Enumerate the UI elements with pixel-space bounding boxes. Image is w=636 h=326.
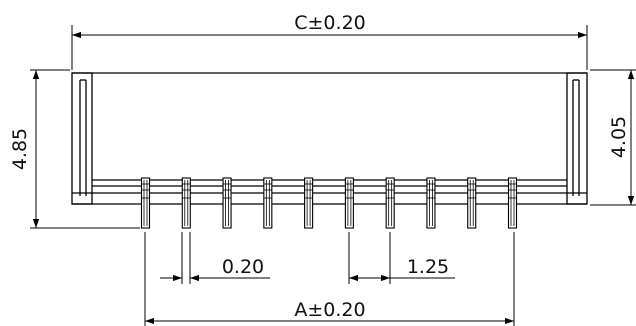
pin xyxy=(140,177,151,229)
body-height-label: 4.05 xyxy=(608,116,630,158)
pin xyxy=(304,177,314,229)
right-wall xyxy=(566,72,588,205)
connector-body xyxy=(71,72,588,205)
pin-row xyxy=(140,177,518,229)
pin xyxy=(467,177,477,229)
pin xyxy=(263,177,273,229)
pin xyxy=(344,177,354,229)
pin xyxy=(426,177,436,229)
overall-height-label: 4.85 xyxy=(9,128,31,170)
pin xyxy=(385,177,395,229)
extension-lines xyxy=(30,25,636,326)
pin xyxy=(181,177,191,229)
pin xyxy=(222,177,232,229)
overall-width-label: C±0.20 xyxy=(294,12,366,34)
pin-pitch-label: 1.25 xyxy=(407,256,449,278)
pin-width-label: 0.20 xyxy=(222,256,264,278)
left-wall xyxy=(71,72,93,205)
pin-span-label: A±0.20 xyxy=(294,299,365,321)
pin xyxy=(507,177,518,229)
dimension-lines xyxy=(32,31,635,325)
